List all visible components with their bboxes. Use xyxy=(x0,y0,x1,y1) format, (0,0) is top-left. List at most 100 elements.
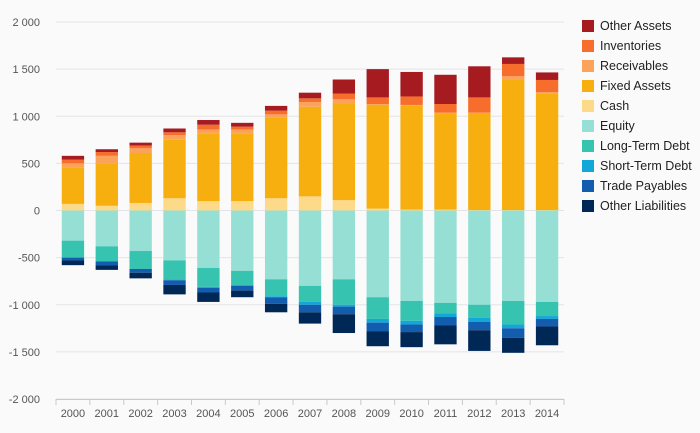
bars xyxy=(61,57,559,353)
bar-segment xyxy=(231,201,254,211)
x-tick-label: 2010 xyxy=(399,408,423,420)
bar-segment xyxy=(298,312,322,324)
x-tick-label: 2003 xyxy=(162,408,186,420)
bar-segment xyxy=(298,92,322,99)
bar-segment xyxy=(61,159,85,164)
bar-segment xyxy=(468,330,491,351)
legend-item[interactable]: Equity xyxy=(582,116,698,136)
x-tick-label: 2002 xyxy=(128,408,152,420)
y-tick-label: -2 000 xyxy=(9,394,40,406)
bar-segment xyxy=(129,210,152,252)
legend-swatch xyxy=(582,160,594,172)
y-tick-label: 1 500 xyxy=(12,64,40,76)
bar-segment xyxy=(264,296,288,298)
x-tick-label: 2011 xyxy=(434,408,458,420)
bar-segment xyxy=(535,318,559,327)
bar-segment xyxy=(400,96,423,105)
legend-item[interactable]: Long-Term Debt xyxy=(582,136,698,156)
bar-segment xyxy=(95,210,118,247)
bar-segment xyxy=(264,114,288,118)
bar-segment xyxy=(95,149,118,153)
legend-label: Cash xyxy=(600,99,630,113)
y-tick-label: 500 xyxy=(22,158,40,170)
bar-segment xyxy=(197,133,220,202)
bar-segment xyxy=(332,99,356,104)
bar-segment xyxy=(400,332,423,348)
legend-item[interactable]: Fixed Assets xyxy=(582,76,698,96)
bar-segment xyxy=(231,290,254,298)
bar-segment xyxy=(535,79,559,93)
bar-segment xyxy=(400,104,423,106)
bar-segment xyxy=(95,261,118,266)
bar-segment xyxy=(332,200,356,211)
legend-swatch xyxy=(582,80,594,92)
bar-segment xyxy=(400,210,423,301)
bar-segment xyxy=(502,63,525,77)
bar-segment xyxy=(332,93,356,100)
legend-item[interactable]: Other Assets xyxy=(582,16,698,36)
bar-segment xyxy=(366,103,389,105)
y-tick-label: 2 000 xyxy=(12,17,40,29)
legend-label: Trade Payables xyxy=(600,179,688,193)
x-tick-label: 2012 xyxy=(467,408,491,420)
legend-label: Equity xyxy=(600,119,635,133)
bar-segment xyxy=(95,246,118,262)
bar-segment xyxy=(298,285,322,302)
bar-segment xyxy=(129,268,152,273)
bar-segment xyxy=(264,198,288,211)
bar-segment xyxy=(468,112,491,211)
bar-segment xyxy=(129,251,152,269)
bar-segment xyxy=(366,297,389,319)
bar-segment xyxy=(400,71,423,97)
y-tick-label: 1 000 xyxy=(12,111,40,123)
bar-segment xyxy=(366,331,389,347)
legend-item[interactable]: Receivables xyxy=(582,56,698,76)
bar-segment xyxy=(231,122,254,127)
bar-segment xyxy=(434,317,457,326)
bar-segment xyxy=(129,148,152,154)
bar-segment xyxy=(231,284,254,286)
bar-segment xyxy=(231,270,254,285)
bar-segment xyxy=(231,210,254,271)
legend-label: Other Assets xyxy=(600,19,672,33)
bar-segment xyxy=(298,304,322,313)
bar-segment xyxy=(298,106,322,197)
bar-segment xyxy=(197,120,220,125)
legend-label: Fixed Assets xyxy=(600,79,671,93)
bar-segment xyxy=(434,210,457,303)
bar-segment xyxy=(366,208,389,211)
x-tick-label: 2014 xyxy=(535,408,559,420)
bar-segment xyxy=(264,210,288,280)
legend-item[interactable]: Other Liabilities xyxy=(582,196,698,216)
bar-segment xyxy=(129,142,152,146)
bar-segment xyxy=(163,139,186,199)
bar-segment xyxy=(468,210,491,305)
bar-segment xyxy=(298,210,322,286)
bar-segment xyxy=(366,104,389,209)
legend-item[interactable]: Short-Term Debt xyxy=(582,156,698,176)
bar-segment xyxy=(535,316,559,319)
y-tick-label: -1 000 xyxy=(9,300,40,312)
x-tick-label: 2013 xyxy=(501,408,525,420)
bar-segment xyxy=(298,102,322,107)
bar-segment xyxy=(502,328,525,338)
bar-segment xyxy=(535,92,559,94)
legend-item[interactable]: Trade Payables xyxy=(582,176,698,196)
bar-segment xyxy=(366,322,389,332)
bar-segment xyxy=(197,210,220,268)
bar-segment xyxy=(332,79,356,94)
bar-segment xyxy=(163,135,186,140)
bar-segment xyxy=(264,110,288,115)
legend-item[interactable]: Inventories xyxy=(582,36,698,56)
legend-swatch xyxy=(582,120,594,132)
bar-segment xyxy=(264,117,288,199)
bar-segment xyxy=(332,314,356,334)
bar-segment xyxy=(163,132,186,136)
legend: Other Assets Inventories Receivables Fixed … xyxy=(582,16,698,216)
x-tick-label: 2008 xyxy=(332,408,356,420)
bar-segment xyxy=(400,300,423,321)
bar-segment xyxy=(163,198,186,211)
bar-segment xyxy=(231,126,254,130)
legend-item[interactable]: Cash xyxy=(582,96,698,116)
